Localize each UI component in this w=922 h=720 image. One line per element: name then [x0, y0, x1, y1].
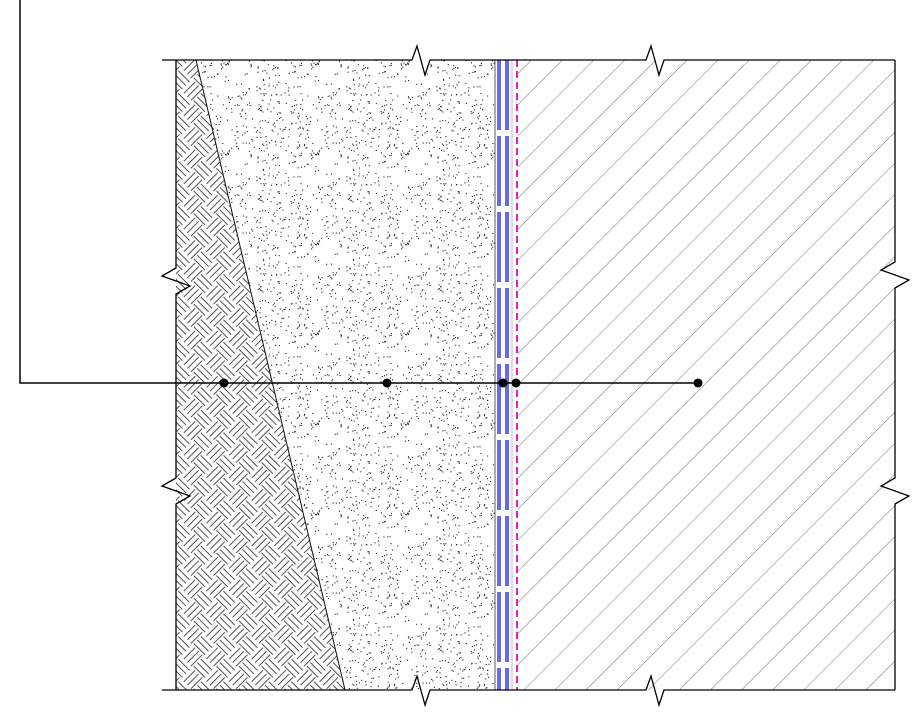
borders — [160, 43, 911, 708]
insulation-region — [196, 60, 495, 690]
slope-edge — [195, 59, 346, 691]
point — [693, 378, 703, 388]
leader-points — [219, 378, 703, 388]
brick-region — [176, 60, 345, 690]
concrete-region — [518, 60, 895, 690]
right-break-line — [879, 60, 911, 690]
top-break-line — [162, 43, 895, 78]
point — [382, 378, 392, 388]
point — [498, 378, 508, 388]
point — [511, 378, 521, 388]
left-break-line — [160, 60, 192, 690]
bottom-break-line — [162, 673, 895, 708]
leader-line — [19, 0, 698, 384]
point — [219, 378, 229, 388]
